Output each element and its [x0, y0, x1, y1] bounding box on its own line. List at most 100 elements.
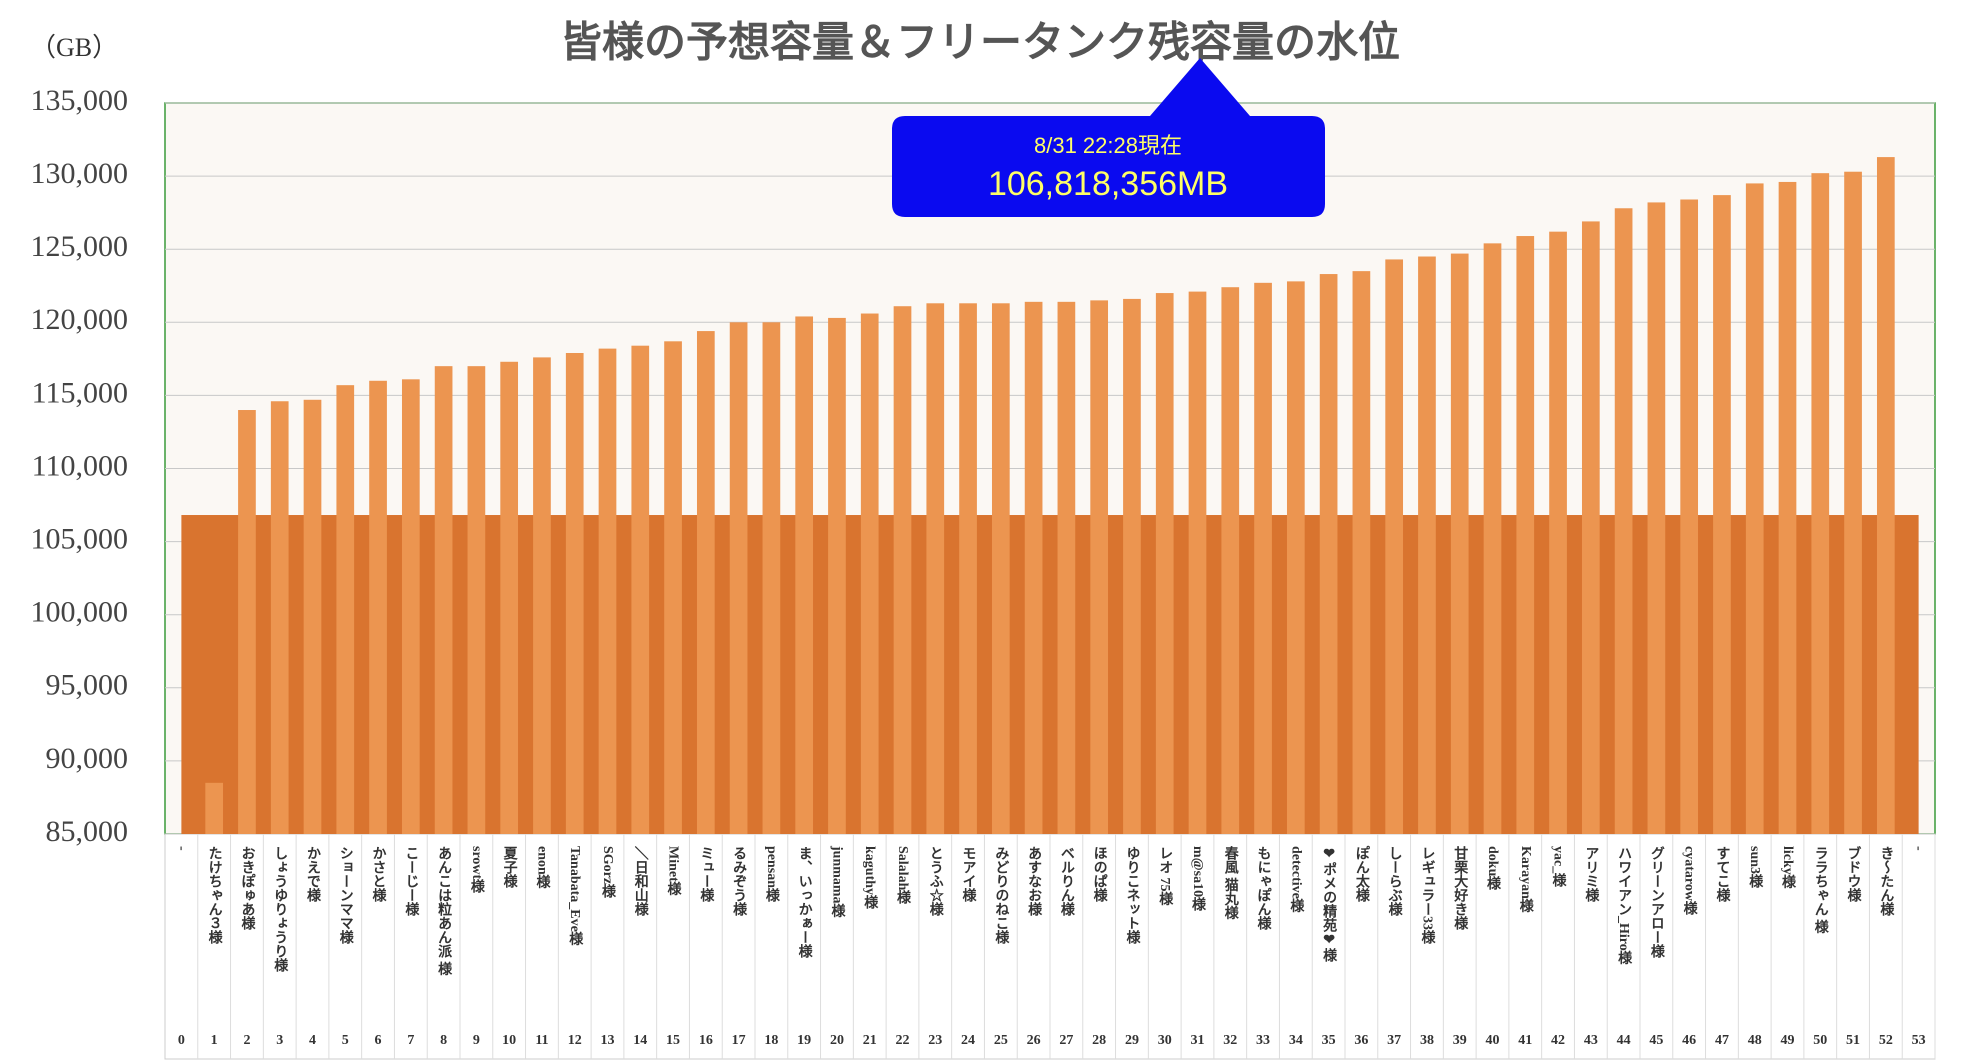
bar [369, 380, 387, 834]
category-number: 36 [1354, 1033, 1368, 1048]
bar [270, 401, 289, 834]
category-number: 42 [1551, 1033, 1565, 1048]
x-tick-label: junmama様 [829, 845, 845, 919]
bar [1090, 300, 1109, 834]
category-number: 3 [276, 1033, 283, 1048]
bar [1811, 173, 1830, 834]
category-number: 21 [863, 1033, 877, 1048]
bar [467, 366, 486, 834]
x-tick-label: レオ 75様 [1157, 846, 1173, 907]
category-number: 50 [1813, 1033, 1827, 1048]
x-tick-label: たけちゃん３様 [207, 846, 223, 945]
category-number: 33 [1256, 1033, 1270, 1048]
bar [1549, 231, 1567, 834]
category-number: 45 [1649, 1033, 1663, 1048]
marks [181, 157, 1919, 835]
bar [1352, 271, 1371, 834]
bar [1647, 202, 1666, 834]
x-tick-label: - [1911, 846, 1926, 851]
category-number: 28 [1092, 1033, 1106, 1048]
category-number: 17 [732, 1033, 746, 1048]
category-number: 37 [1387, 1033, 1401, 1048]
y-tick-label: 120,000 [31, 303, 129, 336]
category-number: 11 [535, 1033, 548, 1048]
x-tick-label: もにゃぽん様 [1256, 846, 1272, 931]
x-tick-label: kaguthy様 [862, 846, 878, 910]
bar [1450, 253, 1469, 834]
callout: 8/31 22:28現在 106,818,356MB [892, 58, 1325, 217]
bar [1778, 181, 1797, 834]
category-number: 15 [666, 1033, 680, 1048]
category-number: 1 [211, 1033, 218, 1048]
x-tick-label: かえで様 [305, 846, 321, 903]
bar [893, 306, 912, 834]
x-tick-label: srowt様 [469, 846, 485, 895]
x-tick-label: SGorz様 [600, 846, 616, 899]
x-tick-label: ぽん太様 [1354, 845, 1370, 903]
y-tick-label: 115,000 [32, 376, 128, 409]
category-number: 16 [699, 1033, 713, 1048]
category-number: 49 [1781, 1033, 1795, 1048]
bar [1745, 183, 1764, 834]
category-number: 30 [1158, 1033, 1172, 1048]
category-number: 12 [568, 1033, 582, 1048]
category-number: 9 [473, 1033, 480, 1048]
x-tick-label: ま、いっかぁー様 [797, 846, 813, 959]
category-number: 18 [764, 1033, 778, 1048]
category-number: 22 [896, 1033, 910, 1048]
x-tick-label: sun3様 [1747, 846, 1763, 889]
x-tick-label: detective様 [1288, 846, 1304, 914]
x-tick-label: き～たん様 [1878, 846, 1894, 917]
category-number: 20 [830, 1033, 844, 1048]
x-tick-label: アリミ様 [1583, 846, 1599, 903]
x-tick-label: licky様 [1780, 846, 1796, 890]
bar [1188, 291, 1207, 834]
bar [533, 357, 551, 834]
bar [729, 322, 748, 834]
bar [1876, 157, 1895, 834]
x-tick-label: あすなお様 [1026, 846, 1042, 917]
bar [1844, 171, 1862, 835]
category-number: 7 [407, 1033, 414, 1048]
bar [631, 345, 650, 834]
bar [1680, 199, 1699, 834]
x-tick-label: Minet様 [666, 846, 682, 897]
bar [1319, 274, 1338, 835]
x-tick-label: - [174, 846, 189, 851]
category-number: 24 [961, 1033, 975, 1048]
y-tick-label: 95,000 [46, 669, 129, 702]
x-tick-label: 春風 猫丸様 [1223, 845, 1240, 921]
bar [762, 322, 781, 834]
bar [500, 361, 519, 834]
category-number: 32 [1223, 1033, 1237, 1048]
bar [860, 313, 879, 834]
category-number: 44 [1617, 1033, 1631, 1048]
bar [1418, 256, 1436, 834]
category-number: 52 [1879, 1033, 1893, 1048]
x-tick-label: すてこ様 [1714, 846, 1730, 903]
y-tick-label: 100,000 [31, 596, 129, 629]
bar [1286, 281, 1305, 834]
bar [1254, 282, 1272, 834]
bar [1123, 298, 1141, 835]
x-tick-label: Karayan様 [1518, 846, 1534, 914]
bar [598, 348, 617, 834]
bar [238, 410, 256, 834]
x-tick-label: ＼日和山様 [633, 846, 649, 917]
category-number: 2 [243, 1033, 250, 1048]
x-tick-label: ブドウ様 [1846, 845, 1862, 903]
x-tick-label: レギュラー33様 [1419, 846, 1435, 945]
y-tick-label: 85,000 [46, 815, 129, 848]
category-number: 29 [1125, 1033, 1139, 1048]
category-number: 23 [928, 1033, 942, 1048]
bar [1221, 287, 1240, 834]
bar [991, 303, 1010, 834]
bar [959, 303, 977, 834]
bar [795, 316, 814, 834]
category-number: 14 [633, 1033, 647, 1048]
x-tick-label: yac_様 [1551, 846, 1567, 889]
category-number: 41 [1518, 1033, 1532, 1048]
category-number: 8 [440, 1033, 447, 1048]
x-tick-label: ほのぱ様 [1092, 846, 1108, 903]
